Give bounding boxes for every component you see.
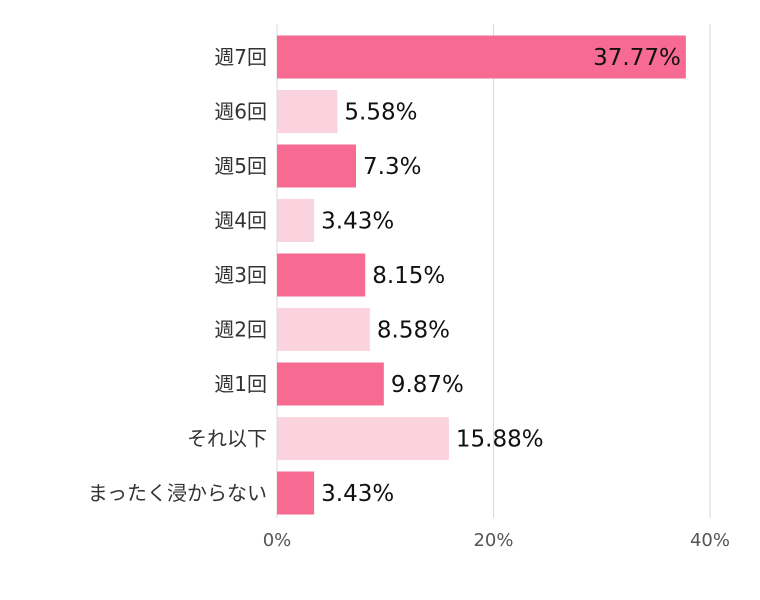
category-label: 週3回 — [214, 263, 267, 287]
bar — [277, 308, 370, 351]
bar — [277, 417, 449, 460]
x-tick-label: 0% — [263, 530, 292, 551]
value-label: 3.43% — [321, 481, 394, 507]
value-label: 3.43% — [321, 209, 394, 235]
bar — [277, 35, 686, 79]
bars — [277, 35, 686, 515]
value-label: 7.3% — [363, 154, 421, 180]
value-label: 37.77% — [593, 45, 681, 71]
x-axis-ticks: 0% 20% 40% — [263, 530, 730, 551]
value-label: 9.87% — [391, 372, 464, 398]
value-label: 15.88% — [456, 427, 544, 453]
x-tick-label: 40% — [690, 530, 730, 551]
value-label: 8.58% — [377, 318, 450, 344]
category-label: 週2回 — [214, 318, 267, 342]
category-label: 週6回 — [214, 100, 267, 124]
bar — [277, 90, 338, 133]
value-label: 5.58% — [344, 100, 417, 126]
category-label: それ以下 — [187, 427, 267, 451]
bar — [277, 144, 357, 188]
bar — [277, 199, 315, 242]
category-label: 週1回 — [214, 372, 267, 396]
category-label: まったく浸からない — [88, 481, 267, 505]
value-label: 8.15% — [372, 263, 445, 289]
category-label: 週4回 — [214, 209, 267, 233]
bar — [277, 362, 384, 406]
category-label: 週5回 — [214, 154, 267, 178]
x-tick-label: 20% — [473, 530, 513, 551]
value-labels: 37.77% 5.58% 7.3% 3.43% 8.15% 8.58% 9.87% 15.88… — [321, 45, 681, 507]
category-label: 週7回 — [214, 45, 267, 69]
bar — [277, 471, 315, 515]
bar — [277, 253, 366, 297]
